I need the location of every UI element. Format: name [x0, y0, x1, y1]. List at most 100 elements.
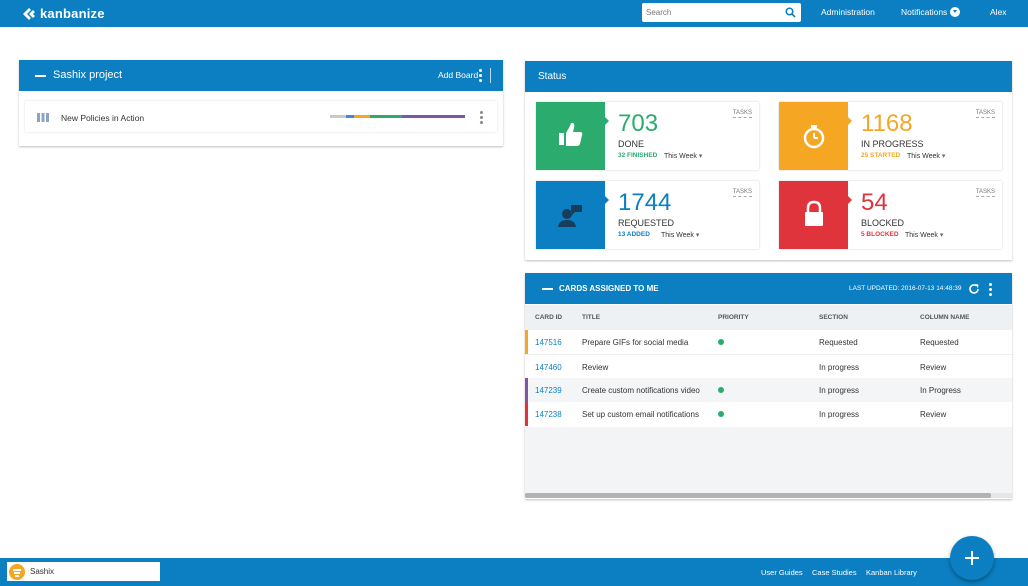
column-header-title[interactable]: TITLE	[582, 314, 601, 321]
lock-icon	[805, 200, 823, 226]
kanbanize-logo-icon	[23, 7, 35, 20]
status-title: Status	[538, 71, 567, 82]
row-accent	[525, 378, 528, 402]
table-row[interactable]: 147516 Prepare GIFs for social media Req…	[525, 330, 1012, 354]
add-board-button[interactable]: Add Board	[438, 70, 479, 80]
progress-segment	[402, 115, 465, 118]
stat-sub: 32 FINISHED	[618, 152, 658, 159]
stat-label: REQUESTED	[618, 218, 675, 228]
board-progress-bar	[330, 115, 465, 118]
thumbs-up-icon	[559, 122, 583, 146]
card-section: Requested	[819, 338, 858, 347]
column-header-card-id[interactable]: CARD ID	[535, 314, 563, 321]
tasks-toggle[interactable]: TASKS	[975, 189, 995, 197]
period-dropdown[interactable]: This Week	[661, 231, 699, 239]
stat-value: 54	[861, 189, 888, 216]
priority-dot	[718, 387, 724, 393]
app-logo[interactable]: kanbanize	[22, 6, 105, 21]
period-dropdown[interactable]: This Week	[664, 152, 702, 160]
horizontal-scrollbar[interactable]	[525, 493, 1012, 498]
column-header-column-name[interactable]: COLUMN NAME	[920, 314, 970, 321]
scrollbar-thumb[interactable]	[525, 493, 991, 498]
period-dropdown[interactable]: This Week	[907, 152, 945, 160]
column-header-section[interactable]: SECTION	[819, 314, 848, 321]
card-column: Requested	[920, 338, 959, 347]
table-row[interactable]: 147238 Set up custom email notifications…	[525, 402, 1012, 426]
collapse-icon[interactable]	[542, 288, 553, 290]
project-menu-icon[interactable]	[9, 564, 25, 580]
progress-segment	[330, 115, 346, 118]
stat-arrow	[848, 196, 852, 204]
search-icon[interactable]	[785, 7, 796, 18]
card-column: Review	[920, 363, 947, 372]
table-header: CARD ID TITLE PRIORITY SECTION COLUMN NA…	[525, 305, 1012, 330]
table-row[interactable]: 147460 Review In progress Review	[525, 354, 1012, 378]
tasks-toggle[interactable]: TASKS	[732, 189, 752, 197]
stat-value: 703	[618, 110, 659, 137]
tasks-toggle[interactable]: TASKS	[975, 110, 995, 118]
stat-icon-box	[536, 102, 605, 170]
card-title: Create custom notifications video	[582, 386, 700, 395]
column-header-priority[interactable]: PRIORITY	[718, 314, 749, 321]
stat-sub: 13 ADDED	[618, 231, 650, 238]
last-updated-text: LAST UPDATED: 2016-07-13 14:48:39	[849, 285, 962, 292]
stat-card-in-progress[interactable]: 1168 IN PROGRESS 25 STARTED This Week TA…	[779, 102, 1002, 170]
collapse-icon[interactable]	[35, 75, 46, 77]
status-panel: Status 703 DONE 32 FINISHED This Week TA…	[525, 61, 1012, 260]
project-switcher[interactable]: Sashix	[7, 562, 160, 581]
stat-card-done[interactable]: 703 DONE 32 FINISHED This Week TASKS	[536, 102, 759, 170]
priority-dot	[718, 339, 724, 345]
table-row[interactable]: 147239 Create custom notifications video…	[525, 378, 1012, 402]
stat-card-requested[interactable]: 1744 REQUESTED 13 ADDED This Week TASKS	[536, 181, 759, 249]
stat-icon-box	[779, 102, 848, 170]
card-column: In Progress	[920, 386, 961, 395]
refresh-icon[interactable]	[968, 283, 980, 295]
board-row[interactable]: New Policies in Action	[25, 101, 497, 132]
row-accent	[525, 402, 528, 426]
nav-notifications[interactable]: Notifications	[901, 7, 961, 17]
nav-administration[interactable]: Administration	[821, 7, 875, 17]
footer-bar: Sashix User Guides Case Studies Kanban L…	[0, 558, 1028, 586]
status-panel-header: Status	[525, 61, 1012, 92]
card-id-link[interactable]: 147516	[535, 338, 562, 347]
search-input[interactable]	[642, 3, 777, 22]
stat-label: BLOCKED	[861, 218, 905, 228]
cards-panel-header: CARDS ASSIGNED TO ME LAST UPDATED: 2016-…	[525, 273, 1012, 304]
cards-panel-title: CARDS ASSIGNED TO ME	[559, 284, 659, 293]
card-section: In progress	[819, 410, 860, 419]
footer-link-case-studies[interactable]: Case Studies	[812, 568, 857, 577]
stat-value: 1168	[861, 110, 913, 137]
footer-link-kanban-library[interactable]: Kanban Library	[866, 568, 917, 577]
user-name: Alex	[990, 7, 1007, 17]
card-id-link[interactable]: 147460	[535, 363, 562, 372]
nav-notifications-label: Notifications	[901, 7, 948, 17]
card-title: Prepare GIFs for social media	[582, 338, 689, 347]
cards-menu-icon[interactable]	[989, 283, 992, 298]
stat-sub: 25 STARTED	[861, 152, 901, 159]
stat-icon-box	[779, 181, 848, 249]
stopwatch-icon	[803, 125, 825, 149]
top-bar: kanbanize Administration Notifications A…	[0, 0, 1028, 27]
stat-arrow	[605, 196, 609, 204]
chevron-down-icon	[950, 7, 961, 17]
stat-label: IN PROGRESS	[861, 139, 924, 149]
project-title: Sashix project	[53, 69, 123, 81]
nav-administration-label: Administration	[821, 7, 875, 17]
card-id-link[interactable]: 147239	[535, 386, 562, 395]
board-columns-icon	[37, 113, 49, 122]
project-menu-icon[interactable]	[479, 69, 482, 84]
period-dropdown[interactable]: This Week	[905, 231, 943, 239]
cards-assigned-panel: CARDS ASSIGNED TO ME LAST UPDATED: 2016-…	[525, 273, 1012, 499]
nav-user-menu[interactable]: Alex	[990, 7, 1007, 17]
project-panel-header: Sashix project Add Board	[19, 60, 503, 91]
table-empty-area	[525, 427, 1012, 493]
search-box[interactable]	[642, 3, 801, 22]
card-id-link[interactable]: 147238	[535, 410, 562, 419]
footer-link-user-guides[interactable]: User Guides	[761, 568, 803, 577]
board-menu-icon[interactable]	[480, 111, 483, 126]
stat-card-blocked[interactable]: 54 BLOCKED 5 BLOCKED This Week TASKS	[779, 181, 1002, 249]
app-name: kanbanize	[40, 6, 105, 21]
project-panel: Sashix project Add Board New Policies in…	[19, 60, 503, 146]
tasks-toggle[interactable]: TASKS	[732, 110, 752, 118]
add-button[interactable]	[950, 536, 994, 580]
